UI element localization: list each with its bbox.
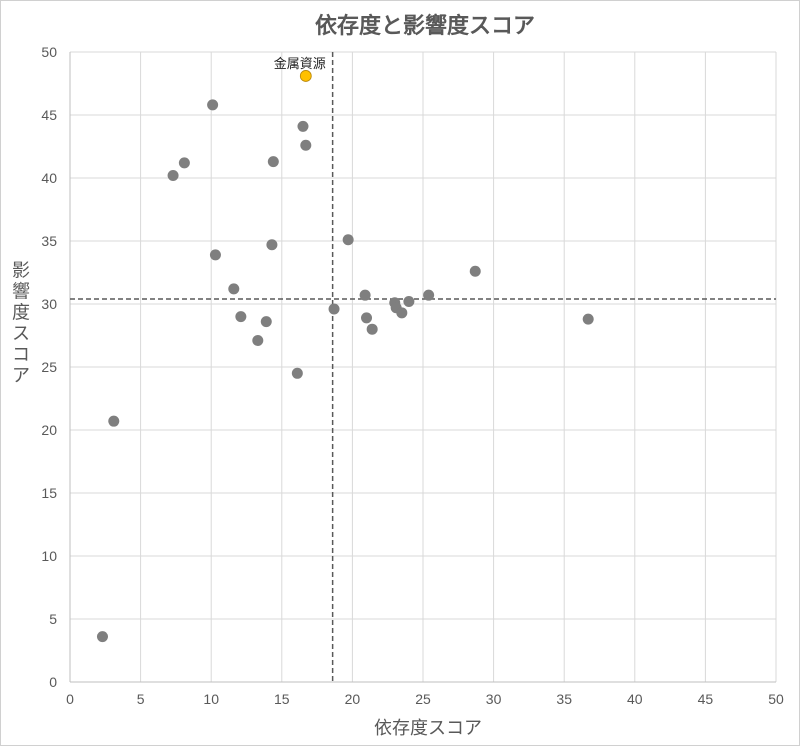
x-tick-label: 5: [137, 691, 145, 707]
data-point: [328, 303, 340, 315]
data-point: [300, 139, 312, 151]
y-tick-label: 25: [41, 359, 57, 375]
y-tick-label: 40: [41, 170, 57, 186]
y-tick-label: 30: [41, 296, 57, 312]
data-point: [359, 289, 371, 301]
data-point: [167, 169, 179, 181]
y-axis-title: 影響度スコア: [12, 261, 30, 387]
x-tick-label: 30: [486, 691, 502, 707]
data-point: [403, 295, 415, 307]
data-point: [469, 265, 481, 277]
data-points: [96, 70, 594, 643]
chart-title: 依存度と影響度スコア: [315, 13, 535, 39]
y-tick-label: 35: [41, 233, 57, 249]
x-tick-label: 0: [66, 691, 74, 707]
data-point: [260, 316, 272, 328]
data-point: [209, 249, 221, 261]
data-point: [361, 312, 373, 324]
data-point: [366, 323, 378, 335]
data-point: [266, 239, 278, 251]
x-axis-title: 依存度スコア: [374, 718, 482, 739]
data-point: [297, 120, 309, 132]
data-point: [396, 307, 408, 319]
grid: [70, 51, 777, 682]
x-tick-label: 35: [556, 691, 572, 707]
y-tick-labels: 0 5 10 15 20 25 30 35 40 45 50: [41, 44, 57, 690]
y-tick-label: 10: [41, 548, 57, 564]
x-tick-label: 25: [415, 691, 431, 707]
data-point: [582, 313, 594, 325]
data-point: [108, 415, 120, 427]
data-point: [178, 157, 190, 169]
y-tick-label: 15: [41, 485, 57, 501]
y-tick-label: 20: [41, 422, 57, 438]
x-tick-label: 20: [345, 691, 361, 707]
data-point: [291, 367, 303, 379]
x-tick-label: 50: [768, 691, 784, 707]
data-point: [252, 335, 264, 347]
y-tick-label: 50: [41, 44, 57, 60]
x-tick-label: 40: [627, 691, 643, 707]
data-point: [96, 631, 108, 643]
y-tick-label: 45: [41, 107, 57, 123]
data-point: [228, 283, 240, 295]
data-point: [235, 311, 247, 323]
y-tick-label: 0: [49, 674, 57, 690]
x-tick-label: 15: [274, 691, 290, 707]
x-tick-label: 45: [698, 691, 714, 707]
data-point: [342, 234, 354, 246]
x-tick-label: 10: [203, 691, 219, 707]
highlight-label: 金属資源: [274, 56, 326, 72]
x-tick-labels: 0 5 10 15 20 25 30 35 40 45 50: [66, 691, 784, 707]
data-point: [423, 289, 435, 301]
axes: [69, 52, 776, 683]
data-point: [267, 156, 279, 168]
y-tick-label: 5: [49, 611, 57, 627]
data-point: [207, 99, 219, 111]
highlight-point: [299, 70, 312, 82]
reference-lines: [70, 52, 776, 682]
